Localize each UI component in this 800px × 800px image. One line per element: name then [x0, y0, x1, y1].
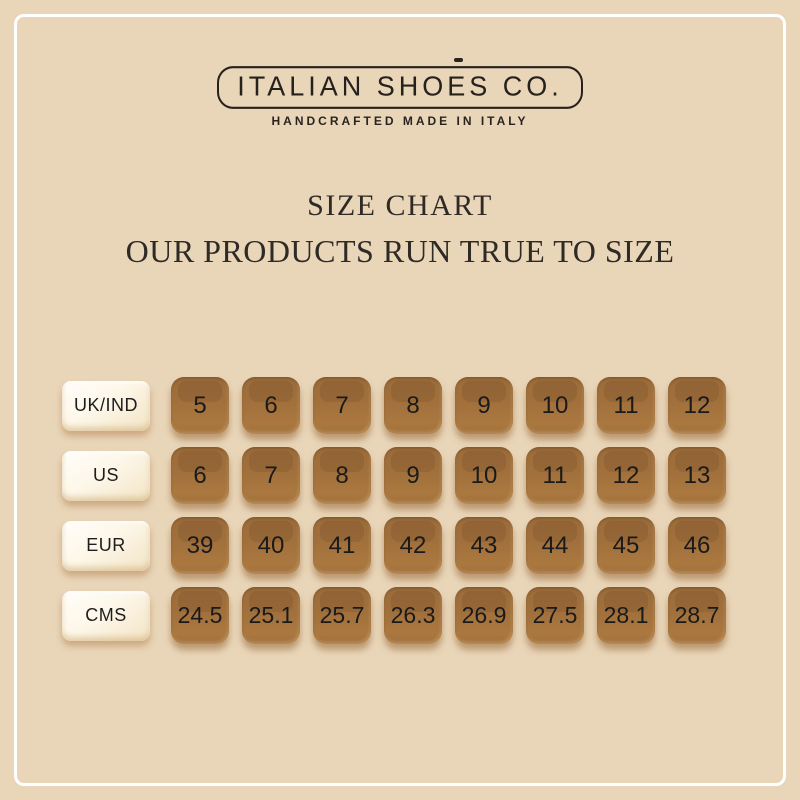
size-cell-value: 9 [477, 391, 491, 419]
size-cell-value: 13 [683, 461, 711, 489]
size-cell-value: 7 [335, 391, 349, 419]
size-cell: 45 [597, 517, 655, 574]
size-cell-value: 41 [328, 531, 356, 559]
size-cell: 10 [455, 447, 513, 504]
size-cell: 8 [313, 447, 371, 504]
size-cell-value: 9 [406, 461, 420, 489]
size-cell-value: 27.5 [532, 602, 578, 628]
size-cell-value: 12 [683, 391, 711, 419]
brand-name: ITALIAN SHOES CO. [237, 70, 563, 102]
page-subtitle: OUR PRODUCTS RUN TRUE TO SIZE [125, 233, 675, 269]
size-cell-value: 28.1 [603, 602, 649, 628]
size-cell-value: 25.1 [248, 602, 294, 628]
size-cell: 24.5 [171, 587, 229, 644]
size-cell: 10 [526, 377, 584, 434]
size-row-eur: EUR 39 40 41 42 43 44 45 46 [62, 517, 739, 574]
size-cell: 12 [597, 447, 655, 504]
size-cell: 43 [455, 517, 513, 574]
size-cell-value: 8 [335, 461, 349, 489]
size-row-cms: CMS 24.5 25.1 25.7 26.3 26.9 27.5 28.1 28.7 [62, 587, 739, 644]
size-cell: 42 [384, 517, 442, 574]
size-cell-value: 11 [542, 461, 568, 489]
size-cell-value: 39 [186, 531, 214, 559]
size-cell: 25.7 [313, 587, 371, 644]
size-cell-value: 26.9 [461, 602, 507, 628]
size-cell: 40 [242, 517, 300, 574]
size-cell: 11 [526, 447, 584, 504]
size-cell-value: 43 [470, 531, 498, 559]
size-cell-value: 10 [470, 461, 498, 489]
size-row-us: US 6 7 8 9 10 11 12 13 [62, 447, 739, 504]
size-cell: 5 [171, 377, 229, 434]
size-cell: 8 [384, 377, 442, 434]
size-cell-value: 25.7 [319, 602, 365, 628]
size-cell-value: 10 [541, 391, 569, 419]
size-cell: 13 [668, 447, 726, 504]
row-label-eur: EUR [62, 520, 150, 571]
size-cell-value: 8 [406, 391, 420, 419]
size-cell: 46 [668, 517, 726, 574]
size-cell-value: 40 [257, 531, 285, 559]
brand-logo: ITALIAN SHOES CO. HANDCRAFTED MADE IN IT… [0, 58, 800, 128]
size-cell-value: 6 [264, 391, 278, 419]
size-cell-value: 12 [612, 461, 640, 489]
size-cell-value: 6 [193, 461, 207, 489]
size-cell-value: 11 [613, 391, 639, 419]
size-cell: 9 [455, 377, 513, 434]
size-cell-value: 7 [264, 461, 278, 489]
size-cell: 41 [313, 517, 371, 574]
size-cell: 27.5 [526, 587, 584, 644]
page-title: SIZE CHART [307, 189, 493, 222]
size-cell: 25.1 [242, 587, 300, 644]
row-label-cms: CMS [62, 590, 150, 641]
size-cell-value: 24.5 [177, 602, 223, 628]
logo-tick-mark [454, 58, 463, 62]
size-cell: 39 [171, 517, 229, 574]
size-cell: 28.1 [597, 587, 655, 644]
size-cell-value: 46 [683, 531, 711, 559]
size-cell-value: 42 [399, 531, 427, 559]
brand-logo-box: ITALIAN SHOES CO. [217, 66, 583, 109]
size-cell: 6 [171, 447, 229, 504]
size-row-uk-ind: UK/IND 5 6 7 8 9 10 11 12 [62, 377, 739, 434]
size-cell: 12 [668, 377, 726, 434]
size-cell: 26.9 [455, 587, 513, 644]
size-cell: 6 [242, 377, 300, 434]
size-cell-value: 5 [193, 391, 207, 419]
size-cell-value: 44 [541, 531, 569, 559]
row-label-uk-ind: UK/IND [62, 380, 150, 431]
size-cell: 7 [313, 377, 371, 434]
size-cell: 44 [526, 517, 584, 574]
size-cell-value: 26.3 [390, 602, 436, 628]
size-cell-value: 45 [612, 531, 640, 559]
brand-tagline: HANDCRAFTED MADE IN ITALY [271, 114, 529, 128]
row-label-us: US [62, 450, 150, 501]
size-cell: 11 [597, 377, 655, 434]
size-cell: 9 [384, 447, 442, 504]
size-cell: 7 [242, 447, 300, 504]
size-cell: 26.3 [384, 587, 442, 644]
size-cell: 28.7 [668, 587, 726, 644]
size-cell-value: 28.7 [674, 602, 720, 628]
size-table: UK/IND 5 6 7 8 9 10 11 12 US 6 7 8 9 10 11 12 13 EUR 39 40 41… [62, 377, 739, 657]
